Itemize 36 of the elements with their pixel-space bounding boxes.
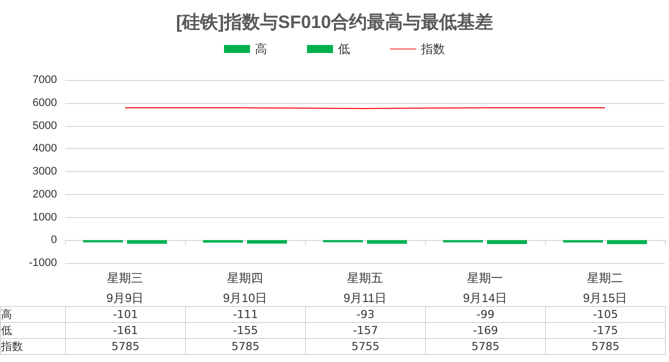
- y-tick-label: 4000: [32, 142, 57, 155]
- y-tick-label: 0: [50, 234, 57, 246]
- data-label: -111: [186, 306, 306, 322]
- legend-label: 低: [338, 42, 350, 56]
- x-tick-label: 星期二 9月15日: [582, 271, 628, 305]
- data-label: -169: [426, 322, 546, 338]
- data-label: -161: [66, 322, 186, 338]
- text: 指数: [1, 340, 23, 353]
- y-tick-label: -1000: [28, 257, 57, 269]
- data-label: -157: [306, 322, 426, 338]
- data-label: 5785: [186, 338, 306, 354]
- data-label: -101: [66, 306, 186, 322]
- x-tick-label: 星期四 9月10日: [222, 271, 268, 305]
- data-label: -175: [546, 322, 666, 338]
- data-label: 5785: [426, 338, 546, 354]
- data-label: 5755: [306, 338, 426, 354]
- data-label: -155: [186, 322, 306, 338]
- text: 低: [1, 324, 12, 337]
- y-tick-label: 2000: [32, 188, 57, 200]
- x-tick-label: 星期三 9月9日: [106, 271, 144, 305]
- y-tick-label: 5000: [32, 120, 57, 132]
- data-label: 5785: [66, 338, 186, 354]
- chart-title: [硅铁]指数与SF010合约最高与最低基差: [176, 12, 494, 32]
- x-tick-label: 星期一 9月14日: [462, 271, 508, 305]
- data-label: -105: [546, 306, 666, 322]
- legend-label: 高: [255, 42, 267, 56]
- y-tick-label: 1000: [32, 211, 57, 224]
- data-label: -93: [306, 306, 426, 322]
- legend-label: 指数: [420, 42, 445, 56]
- y-tick-label: 6000: [32, 96, 57, 109]
- text: 高: [1, 308, 12, 321]
- data-label: -99: [426, 306, 546, 322]
- y-tick-label: 3000: [32, 166, 57, 178]
- y-tick-label: 7000: [32, 74, 57, 86]
- x-tick-label: 星期五 9月11日: [343, 271, 387, 305]
- data-label: 5785: [546, 338, 666, 354]
